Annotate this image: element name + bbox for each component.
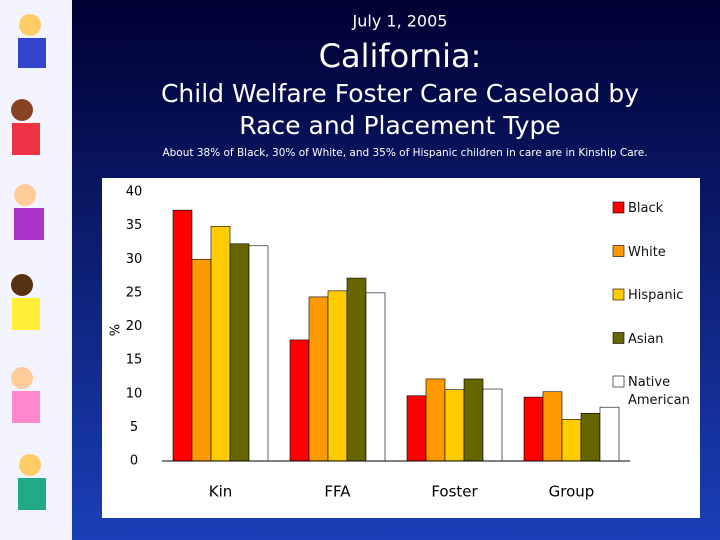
chart-title: California:	[319, 37, 482, 75]
y-tick-label: 5	[130, 420, 138, 435]
bar	[327, 290, 348, 462]
bar	[229, 243, 250, 462]
bar	[365, 292, 386, 462]
bar	[308, 296, 329, 462]
legend-swatch	[612, 245, 625, 257]
subtitle-box: Child Welfare Foster Care Caseload by Ra…	[160, 79, 640, 140]
y-tick-label: 0	[130, 454, 138, 469]
annotation: About 38% of Black, 30% of White, and 35…	[162, 147, 647, 159]
y-tick-label: 10	[126, 386, 143, 401]
bar	[599, 406, 620, 462]
bar	[172, 209, 193, 462]
bar	[248, 245, 269, 462]
y-tick-label: 20	[126, 319, 143, 334]
bar	[463, 378, 484, 462]
decor-kids	[11, 14, 46, 510]
bar	[191, 258, 212, 462]
legend-swatch	[612, 288, 625, 301]
x-tick-label: Foster	[431, 483, 478, 501]
legend-label: White	[628, 244, 666, 260]
chart-subtitle: Child Welfare Foster Care Caseload by Ra…	[160, 79, 640, 140]
x-tick-label: Group	[549, 483, 595, 501]
bar	[210, 225, 231, 462]
x-tick-label: Kin	[209, 483, 233, 501]
bar	[425, 378, 446, 462]
y-axis-label: %	[109, 324, 124, 336]
legend-label: Asian	[628, 331, 664, 347]
bar	[561, 419, 582, 462]
y-tick-label: 35	[126, 218, 143, 233]
bar	[580, 412, 601, 462]
decor-strip	[0, 0, 72, 540]
bar	[482, 388, 503, 462]
legend-label: Hispanic	[628, 288, 684, 303]
bar	[523, 396, 544, 462]
y-tick-label: 15	[126, 353, 143, 368]
bar	[406, 395, 427, 462]
y-tick-label: 25	[126, 285, 143, 300]
legend-swatch	[612, 201, 625, 214]
bar	[289, 339, 310, 462]
bar	[542, 391, 563, 462]
legend-swatch	[612, 332, 625, 344]
legend-swatch	[612, 375, 625, 388]
legend-label: Black	[628, 201, 664, 216]
x-tick-label: FFA	[324, 483, 351, 501]
y-tick-label: 40	[126, 185, 143, 200]
date: July 1, 2005	[352, 12, 448, 31]
legend-label: Native American	[628, 375, 690, 408]
y-tick-label: 30	[126, 252, 143, 267]
bar	[346, 277, 367, 462]
bar	[444, 389, 465, 462]
